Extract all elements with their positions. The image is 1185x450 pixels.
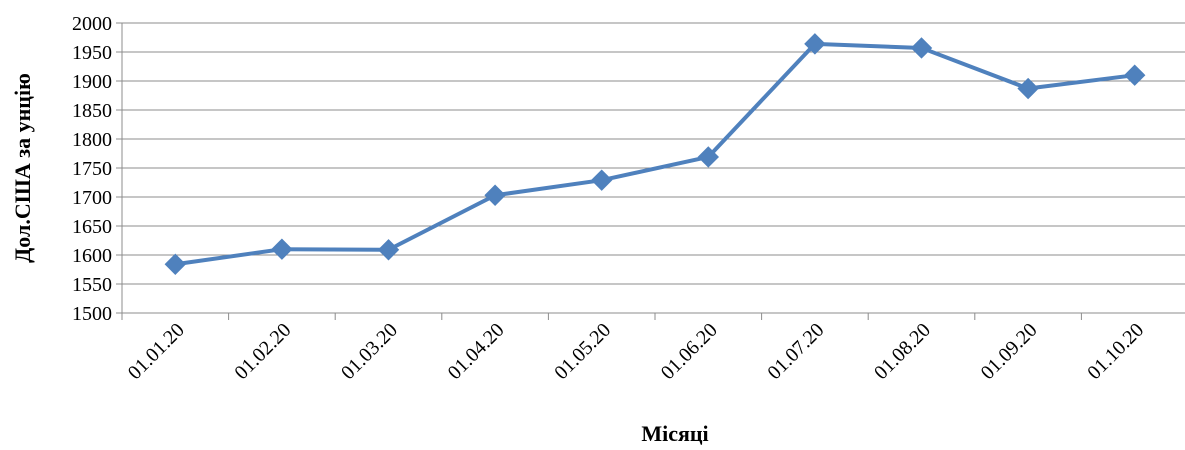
x-tick-label: 01.02.20 <box>230 319 295 384</box>
y-axis-title: Дол.США за унцію <box>10 73 35 263</box>
y-tick-label: 1900 <box>72 71 112 93</box>
x-tick-label: 01.07.20 <box>763 319 828 384</box>
data-point-01.10.20 <box>1123 64 1146 86</box>
y-tick-label: 1950 <box>72 42 112 64</box>
y-tick-label: 1800 <box>72 129 112 151</box>
series-group <box>164 33 1146 275</box>
x-tick-label: 01.03.20 <box>337 319 402 384</box>
data-point-01.07.20 <box>804 33 826 55</box>
x-tick-label: 01.04.20 <box>444 319 509 384</box>
data-point-01.01.20 <box>164 253 187 275</box>
y-tick-label: 1650 <box>72 216 112 238</box>
x-tick-label: 01.09.20 <box>977 319 1042 384</box>
y-tick-labels: 1500 1550 1600 1650 1700 1750 1800 1850 1900 1950… <box>72 13 122 325</box>
data-point-01.03.20 <box>377 239 400 261</box>
x-tick-label: 01.06.20 <box>657 319 722 384</box>
x-axis-title: Місяці <box>641 421 708 446</box>
y-tick-label: 1550 <box>72 274 112 296</box>
x-tick-label: 01.10.20 <box>1083 319 1148 384</box>
x-tick-label: 01.08.20 <box>870 319 935 384</box>
data-point-01.02.20 <box>271 238 293 260</box>
y-tick-label: 1850 <box>72 100 112 122</box>
data-point-01.05.20 <box>590 169 613 191</box>
y-tick-label: 2000 <box>72 13 112 35</box>
series-line <box>175 41 1135 267</box>
x-tick-labels: 01.01.20 01.02.20 01.03.20 01.04.20 01.05.20… <box>121 313 1148 384</box>
data-point-01.04.20 <box>484 184 506 206</box>
y-tick-label: 1750 <box>72 158 112 180</box>
y-tick-label: 1600 <box>72 245 112 267</box>
data-point-01.09.20 <box>1017 77 1039 100</box>
data-point-01.06.20 <box>697 146 720 168</box>
y-tick-label: 1700 <box>72 187 112 209</box>
x-tick-label: 01.05.20 <box>550 319 615 384</box>
y-tick-label: 1500 <box>72 303 112 325</box>
x-tick-label: 01.01.20 <box>124 319 189 384</box>
data-point-01.08.20 <box>910 37 933 59</box>
